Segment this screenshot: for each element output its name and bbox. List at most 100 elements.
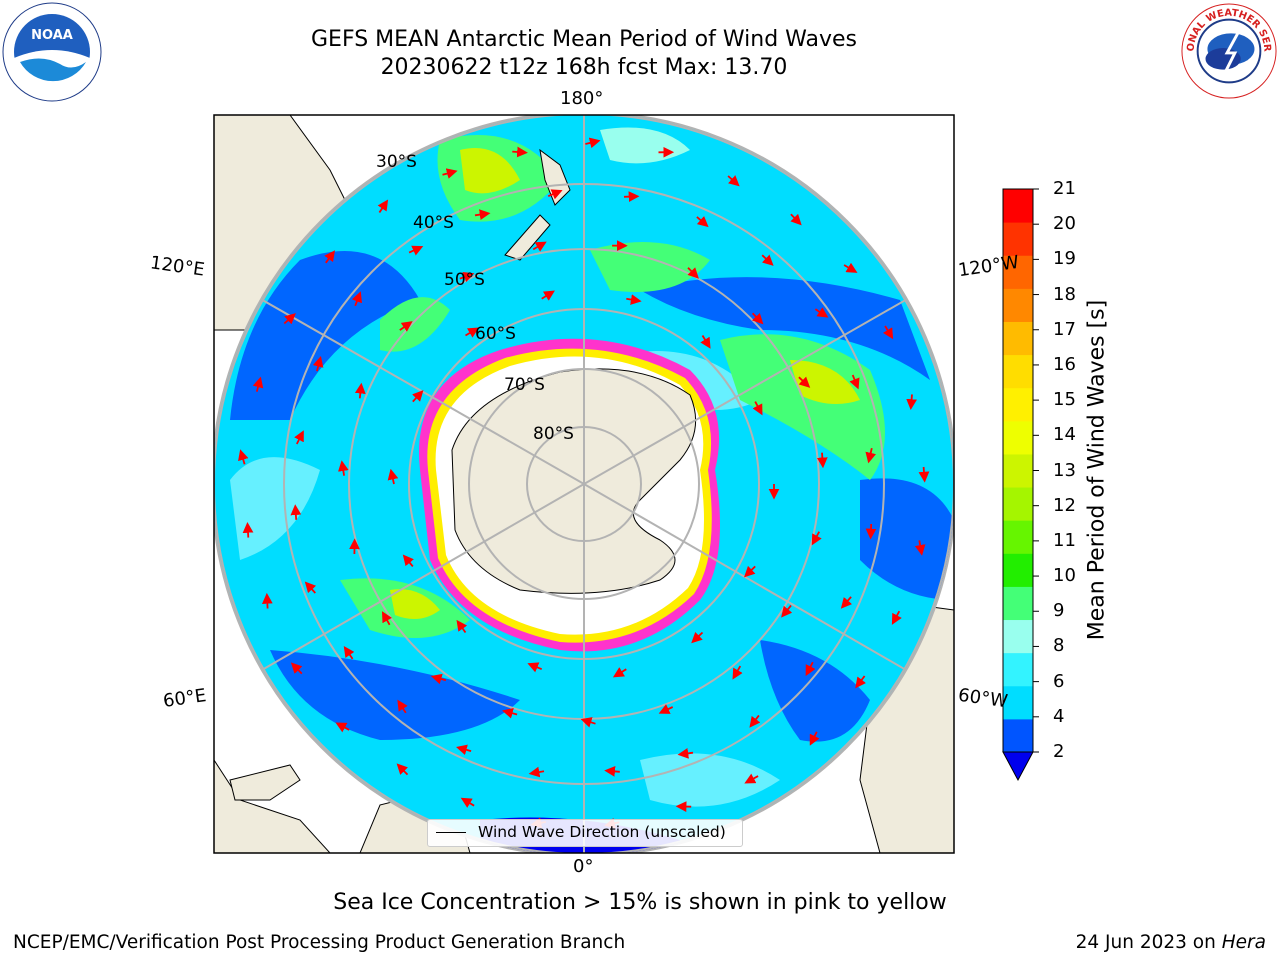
wind-wave-arrow bbox=[528, 766, 545, 778]
colorbar-bin bbox=[1003, 685, 1033, 720]
wind-wave-arrow bbox=[865, 447, 876, 464]
wind-wave-arrow bbox=[612, 667, 627, 678]
lon-label-0: 0° bbox=[573, 856, 594, 877]
wind-wave-arrow bbox=[840, 596, 852, 609]
legend-line-sample bbox=[436, 832, 466, 833]
colorbar-tick-label: 12 bbox=[1053, 494, 1076, 516]
wind-wave-arrow bbox=[399, 321, 413, 332]
colorbar-tick-label: 19 bbox=[1053, 248, 1076, 270]
wind-wave-arrow bbox=[658, 704, 674, 714]
colorbar-tick-label: 20 bbox=[1053, 213, 1076, 235]
colorbar-tick-label: 8 bbox=[1053, 635, 1065, 657]
wind-wave-arrow bbox=[381, 611, 392, 626]
wind-wave-arrow bbox=[751, 312, 764, 325]
colorbar bbox=[1002, 188, 1039, 782]
colorbar-under-extension bbox=[1002, 751, 1034, 782]
colorbar-bin bbox=[1003, 718, 1033, 753]
lat-label-50s: 50°S bbox=[444, 270, 485, 290]
wind-wave-arrow bbox=[465, 327, 479, 338]
wind-wave-arrow bbox=[849, 374, 860, 390]
wind-wave-arrow bbox=[727, 175, 740, 187]
colorbar-label: Mean Period of Wind Waves [s] bbox=[1084, 299, 1110, 641]
colorbar-tick-label: 13 bbox=[1053, 459, 1076, 481]
colorbar-bin bbox=[1003, 453, 1033, 488]
wind-wave-arrow bbox=[696, 215, 709, 228]
wind-wave-arrow bbox=[474, 209, 491, 220]
colorbar-tick-label: 2 bbox=[1053, 741, 1065, 762]
colorbar-tick-label: 17 bbox=[1053, 318, 1076, 340]
wind-wave-arrow bbox=[396, 763, 409, 776]
wind-wave-arrow bbox=[294, 430, 304, 445]
lat-label-60s: 60°S bbox=[475, 324, 516, 344]
wind-wave-arrow bbox=[354, 382, 366, 399]
wind-wave-arrow bbox=[527, 662, 543, 673]
wind-wave-arrow bbox=[809, 731, 820, 746]
wind-wave-arrow bbox=[914, 540, 926, 556]
legend-text: Wind Wave Direction (unscaled) bbox=[478, 823, 726, 841]
wind-wave-arrow bbox=[238, 449, 249, 465]
wind-wave-arrow bbox=[918, 466, 930, 483]
wind-wave-arrow bbox=[456, 619, 468, 634]
colorbar-tick-label: 10 bbox=[1053, 565, 1076, 587]
colorbar-bin bbox=[1003, 553, 1033, 587]
stamp-machine: Hera bbox=[1221, 932, 1266, 953]
colorbar-tick-label: 6 bbox=[1053, 670, 1065, 692]
wind-wave-arrow bbox=[865, 523, 877, 540]
map-legend: Wind Wave Direction (unscaled) bbox=[427, 819, 743, 847]
map-frame bbox=[213, 114, 955, 854]
wind-wave-arrow bbox=[412, 390, 424, 403]
wind-wave-arrow bbox=[547, 189, 563, 200]
wind-wave-arrow bbox=[532, 241, 547, 252]
wind-wave-arrow bbox=[242, 522, 254, 538]
wind-wave-arrow bbox=[814, 307, 829, 318]
wind-wave-arrow bbox=[459, 271, 475, 283]
wind-wave-arrow bbox=[811, 531, 822, 546]
wind-wave-arrow bbox=[442, 168, 458, 179]
wind-wave-arrow bbox=[397, 699, 408, 714]
wind-wave-arrow bbox=[752, 401, 763, 416]
colorbar-bin bbox=[1003, 288, 1033, 322]
noaa-logo: NOAA bbox=[2, 2, 102, 102]
wind-wave-arrow bbox=[335, 722, 350, 733]
wind-wave-arrow bbox=[580, 717, 596, 728]
colorbar-bin bbox=[1003, 520, 1033, 554]
colorbar-bin bbox=[1003, 387, 1033, 422]
wind-wave-arrow bbox=[351, 291, 362, 307]
colorbar-bin bbox=[1003, 321, 1033, 356]
noaa-logo-text: NOAA bbox=[31, 28, 73, 43]
colorbar-bin bbox=[1003, 255, 1033, 289]
wind-wave-arrow bbox=[502, 708, 518, 719]
colorbar-bin bbox=[1003, 222, 1033, 256]
lat-label-70s: 70°S bbox=[504, 375, 545, 395]
colorbar-bin bbox=[1003, 420, 1033, 455]
colorbar-bin bbox=[1003, 652, 1033, 687]
producer-credit: NCEP/EMC/Verification Post Processing Pr… bbox=[13, 932, 626, 953]
wind-wave-arrows bbox=[238, 137, 930, 829]
wind-wave-arrow bbox=[402, 554, 414, 567]
wind-wave-arrow bbox=[604, 766, 620, 777]
wind-wave-arrow bbox=[855, 675, 867, 689]
stamp-date: 24 Jun 2023 on bbox=[1075, 932, 1222, 953]
wind-wave-arrow bbox=[687, 267, 699, 279]
wind-wave-arrow bbox=[252, 376, 264, 392]
colorbar-tick-label: 14 bbox=[1053, 424, 1076, 446]
colorbar-tick-label: 11 bbox=[1053, 529, 1076, 551]
wind-wave-arrow bbox=[304, 581, 317, 594]
colorbar-tick-label: 18 bbox=[1053, 283, 1076, 305]
lat-label-40s: 40°S bbox=[413, 213, 454, 233]
wind-wave-arrow bbox=[700, 335, 711, 349]
wind-wave-arrow bbox=[343, 646, 355, 660]
map-area bbox=[214, 115, 954, 853]
wind-wave-arrow bbox=[732, 665, 743, 680]
wind-wave-arrow bbox=[749, 714, 761, 728]
colorbar-tick-label: 21 bbox=[1053, 178, 1076, 199]
wind-wave-arrow bbox=[456, 744, 472, 756]
sea-ice-footnote: Sea Ice Concentration > 15% is shown in … bbox=[333, 890, 947, 915]
wind-wave-arrow bbox=[261, 592, 273, 609]
wind-wave-arrow bbox=[626, 294, 642, 305]
colorbar-bin bbox=[1003, 619, 1033, 654]
wind-wave-arrow bbox=[744, 565, 756, 578]
wind-wave-arrow bbox=[677, 747, 694, 759]
colorbar-bin bbox=[1003, 189, 1033, 223]
